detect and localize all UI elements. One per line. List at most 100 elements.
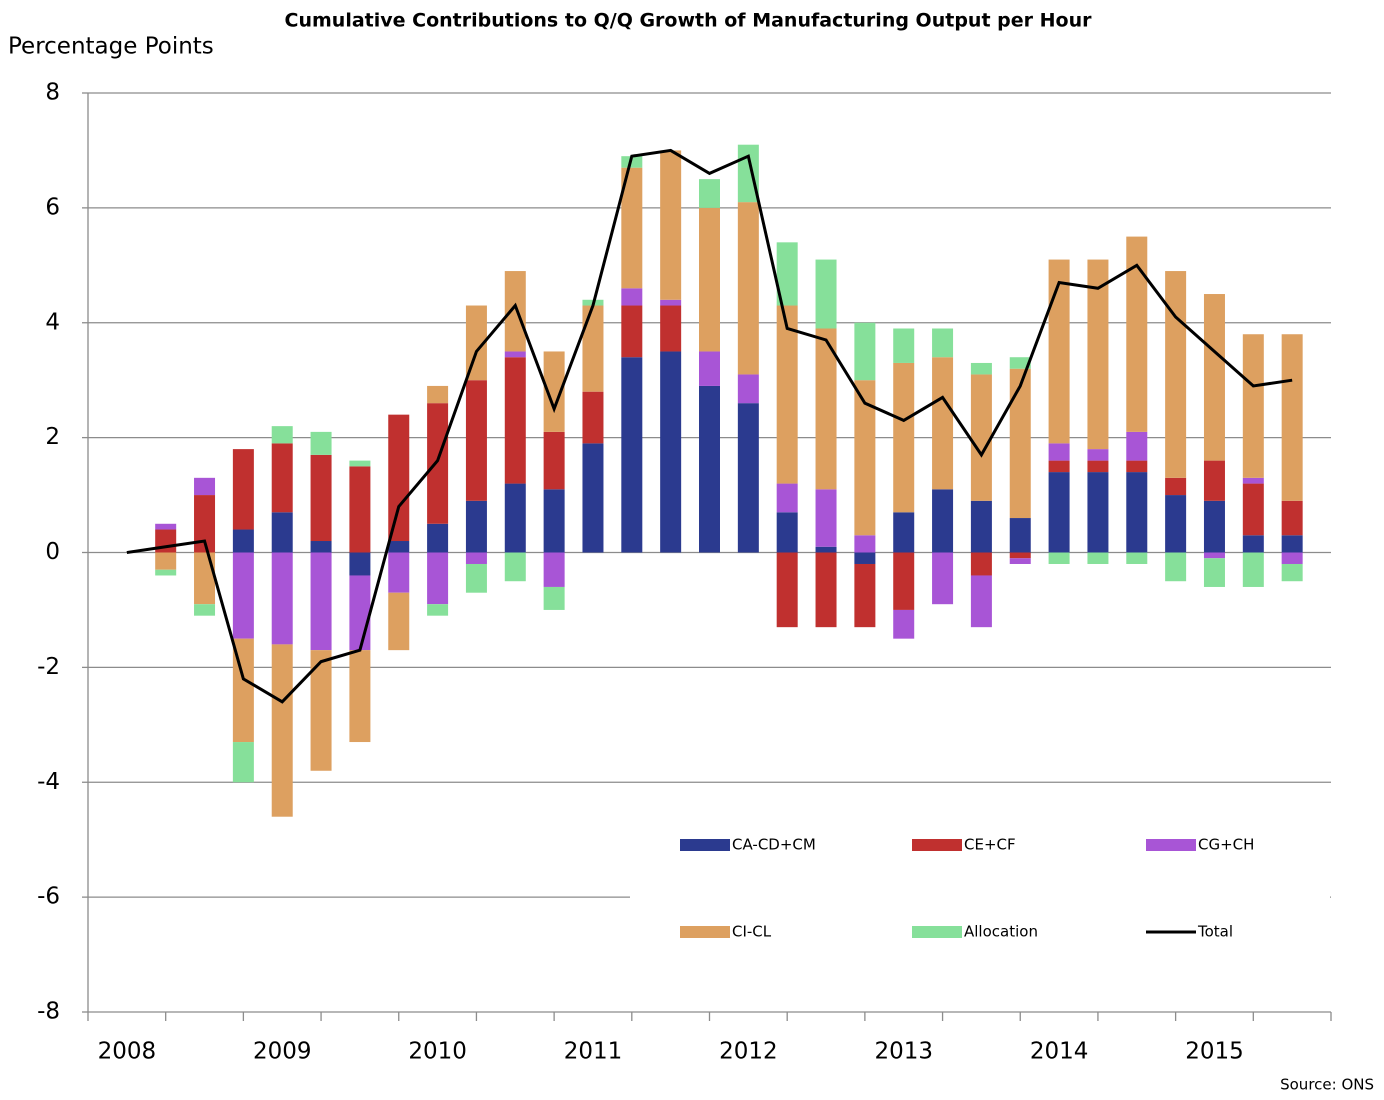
- x-tick-label: 2010: [408, 1039, 467, 1065]
- legend-swatch: [680, 839, 730, 851]
- bar-segment: [893, 512, 915, 553]
- bar-segment: [310, 431, 332, 455]
- bar-segment: [1242, 477, 1264, 484]
- bar-segment: [660, 351, 682, 553]
- legend-swatch: [912, 839, 962, 851]
- bar-segment: [699, 207, 720, 352]
- legend-label: CI-CL: [732, 923, 772, 941]
- bar-segment: [737, 374, 759, 404]
- bar-segment: [543, 552, 565, 587]
- bar-segment: [970, 575, 992, 628]
- legend-label: Allocation: [964, 923, 1038, 941]
- legend-box: [630, 815, 1330, 965]
- y-tick-label: -6: [37, 884, 60, 910]
- bar-segment: [1048, 259, 1070, 444]
- bar-segment: [621, 357, 643, 553]
- bar-segment: [1087, 472, 1109, 553]
- bar-segment: [543, 431, 565, 490]
- bar-segment: [621, 305, 643, 358]
- bar-segment: [932, 328, 954, 358]
- bar-segment: [970, 374, 992, 501]
- bar-segment: [582, 443, 604, 553]
- bar-segment: [349, 650, 371, 743]
- bar-segment: [815, 552, 837, 628]
- bar-segment: [660, 150, 682, 300]
- bar-segment: [1048, 552, 1070, 564]
- bar-segment: [815, 489, 837, 547]
- bar-segment: [465, 563, 487, 593]
- bar-segment: [893, 552, 915, 610]
- bar-segment: [1009, 368, 1031, 519]
- bar-segment: [854, 380, 876, 536]
- bar-segment: [1203, 558, 1225, 587]
- y-axis-label: Percentage Points: [8, 34, 214, 60]
- x-tick-label: 2009: [253, 1039, 312, 1065]
- bar-segment: [1242, 483, 1264, 536]
- chart-title: Cumulative Contributions to Q/Q Growth o…: [285, 10, 1093, 32]
- bar-segment: [504, 357, 526, 484]
- x-tick-label: 2008: [98, 1039, 157, 1065]
- bar-segment: [349, 466, 371, 553]
- bar-segment: [310, 541, 332, 553]
- bar-segment: [271, 426, 293, 444]
- bar-segment: [427, 523, 449, 553]
- x-tick-label: 2011: [564, 1039, 623, 1065]
- bar-segment: [854, 535, 876, 553]
- bar-segment: [1165, 552, 1187, 582]
- y-tick-label: 2: [45, 424, 60, 450]
- x-tick-label: 2014: [1030, 1039, 1089, 1065]
- y-tick-label: -8: [37, 999, 60, 1025]
- legend-label: Total: [1197, 923, 1233, 941]
- bar-segment: [699, 179, 720, 208]
- bar-segment: [1203, 460, 1225, 501]
- bar-segment: [815, 259, 837, 329]
- bar-segment: [1203, 552, 1225, 559]
- bar-segment: [1126, 552, 1148, 564]
- bar-segment: [970, 500, 992, 553]
- bar-segment: [854, 552, 876, 564]
- bar-segment: [427, 552, 449, 605]
- bar-segment: [543, 489, 565, 553]
- bar-segment: [1203, 500, 1225, 553]
- bar-segment: [776, 512, 798, 553]
- bar-segment: [310, 650, 332, 771]
- bar-segment: [1281, 334, 1303, 501]
- bar-segment: [932, 489, 954, 553]
- bar-segment: [699, 351, 720, 386]
- bar-segment: [1087, 259, 1109, 450]
- bar-segment: [582, 391, 604, 444]
- legend-swatch: [680, 926, 730, 938]
- bar-segment: [1087, 460, 1109, 473]
- bar-segment: [1048, 443, 1070, 461]
- bar-segment: [310, 552, 332, 651]
- bar-segment: [893, 609, 915, 639]
- bar-segment: [776, 305, 798, 484]
- y-tick-label: 0: [45, 539, 60, 565]
- y-tick-label: -4: [37, 769, 60, 795]
- bar-segment: [194, 477, 216, 496]
- bar-segment: [155, 552, 177, 570]
- x-tick-label: 2012: [719, 1039, 778, 1065]
- bar-segment: [310, 454, 332, 542]
- bar-segment: [388, 552, 410, 593]
- bar-segment: [737, 202, 759, 375]
- x-tick-label: 2015: [1185, 1039, 1244, 1065]
- total-line: [126, 148, 1293, 704]
- bar-segment: [737, 403, 759, 553]
- bar-segment: [504, 271, 526, 352]
- bar-segment: [815, 328, 837, 490]
- y-tick-label: 4: [45, 309, 60, 335]
- bar-segment: [1048, 460, 1070, 473]
- bar-segment: [1126, 472, 1148, 553]
- bar-segment: [893, 328, 915, 363]
- bar-segment: [504, 483, 526, 553]
- y-tick-label: 8: [45, 80, 60, 106]
- bar-segment: [1009, 558, 1031, 564]
- bar-segment: [388, 541, 410, 553]
- bar-segment: [1242, 552, 1264, 587]
- bar-segment: [427, 385, 449, 404]
- bar-segment: [1242, 535, 1264, 553]
- bar-segment: [932, 552, 954, 605]
- bar-segment: [1009, 357, 1031, 369]
- y-tick-label: 6: [45, 194, 60, 220]
